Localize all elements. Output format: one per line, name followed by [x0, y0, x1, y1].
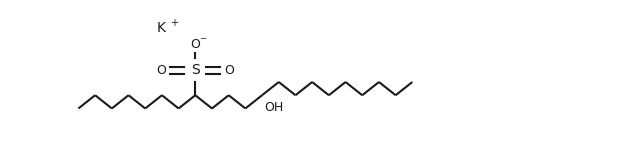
- Text: O: O: [156, 64, 166, 77]
- Text: O: O: [190, 38, 200, 51]
- Text: K: K: [156, 21, 165, 35]
- Text: +: +: [170, 18, 178, 28]
- Text: S: S: [191, 63, 200, 77]
- Text: −: −: [199, 34, 207, 43]
- Text: OH: OH: [264, 101, 284, 114]
- Text: O: O: [224, 64, 234, 77]
